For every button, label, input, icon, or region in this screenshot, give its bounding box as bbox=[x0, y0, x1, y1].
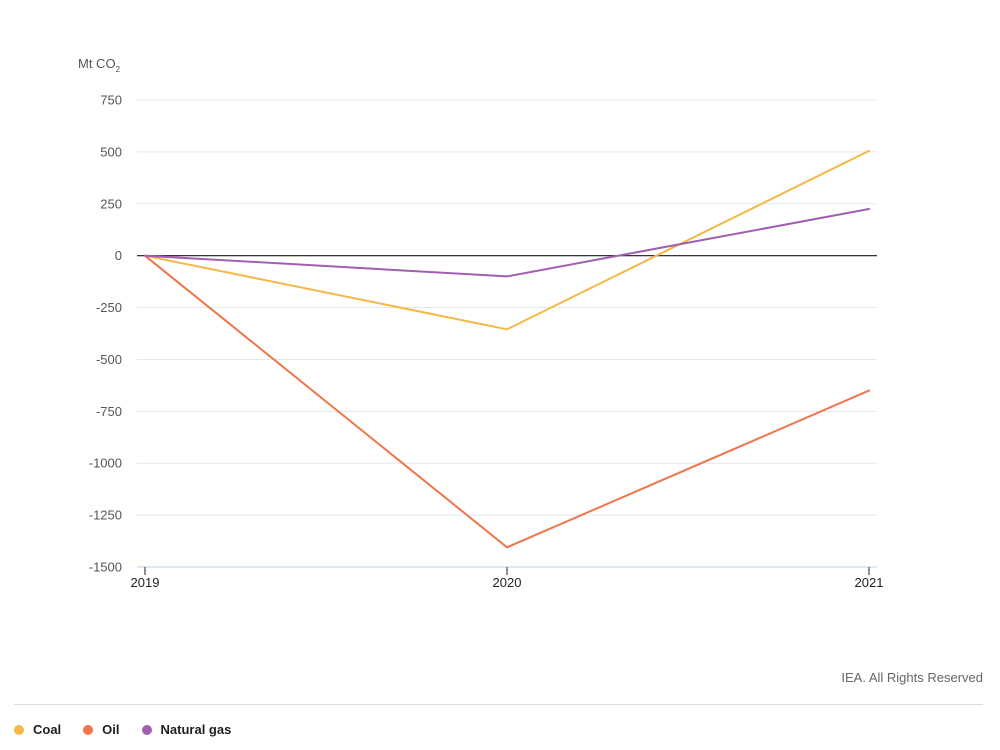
y-axis-unit-subscript: 2 bbox=[116, 65, 121, 74]
legend-label-oil: Oil bbox=[102, 722, 120, 737]
x-axis-ticks: 2019 2020 2021 bbox=[131, 567, 884, 590]
legend: Coal Oil Natural gas bbox=[14, 722, 231, 737]
y-tick-label: 750 bbox=[100, 93, 122, 108]
y-tick-label: 250 bbox=[100, 196, 122, 211]
copyright-credit: IEA. All Rights Reserved bbox=[841, 670, 983, 685]
x-tick-label: 2020 bbox=[493, 575, 522, 590]
y-axis-ticks: 750 500 250 0 -250 -500 -750 -1000 -1250 -1500 bbox=[89, 93, 122, 575]
x-tick-label: 2019 bbox=[131, 575, 160, 590]
legend-item-coal[interactable]: Coal bbox=[14, 722, 61, 737]
legend-divider bbox=[14, 704, 983, 705]
legend-item-natural-gas[interactable]: Natural gas bbox=[141, 722, 232, 737]
natural-gas-swatch-icon bbox=[141, 724, 152, 735]
series-lines bbox=[144, 149, 870, 549]
coal-swatch-icon bbox=[14, 724, 24, 735]
series-line-natural-gas[interactable] bbox=[144, 208, 870, 278]
legend-label-coal: Coal bbox=[33, 722, 62, 737]
x-tick-label: 2021 bbox=[855, 575, 884, 590]
y-tick-label: 0 bbox=[115, 248, 122, 263]
y-tick-label: -1000 bbox=[89, 456, 122, 471]
y-tick-label: -500 bbox=[96, 352, 122, 367]
y-tick-label: -1500 bbox=[89, 560, 122, 575]
series-line-coal[interactable] bbox=[144, 149, 870, 331]
y-axis-unit-label: Mt CO2 bbox=[78, 56, 121, 74]
line-chart: Mt CO2 750 500 250 0 -250 -500 -750 -1000 -1250 -… bbox=[78, 56, 884, 590]
legend-label-natural-gas: Natural gas bbox=[160, 722, 232, 737]
series-line-oil[interactable] bbox=[144, 254, 870, 549]
grid-lines bbox=[137, 99, 877, 568]
y-tick-label: -250 bbox=[96, 300, 122, 315]
legend-item-oil[interactable]: Oil bbox=[83, 722, 120, 737]
y-tick-label: 500 bbox=[100, 144, 122, 159]
y-tick-label: -1250 bbox=[89, 508, 122, 523]
y-tick-label: -750 bbox=[96, 404, 122, 419]
oil-swatch-icon bbox=[83, 724, 94, 735]
